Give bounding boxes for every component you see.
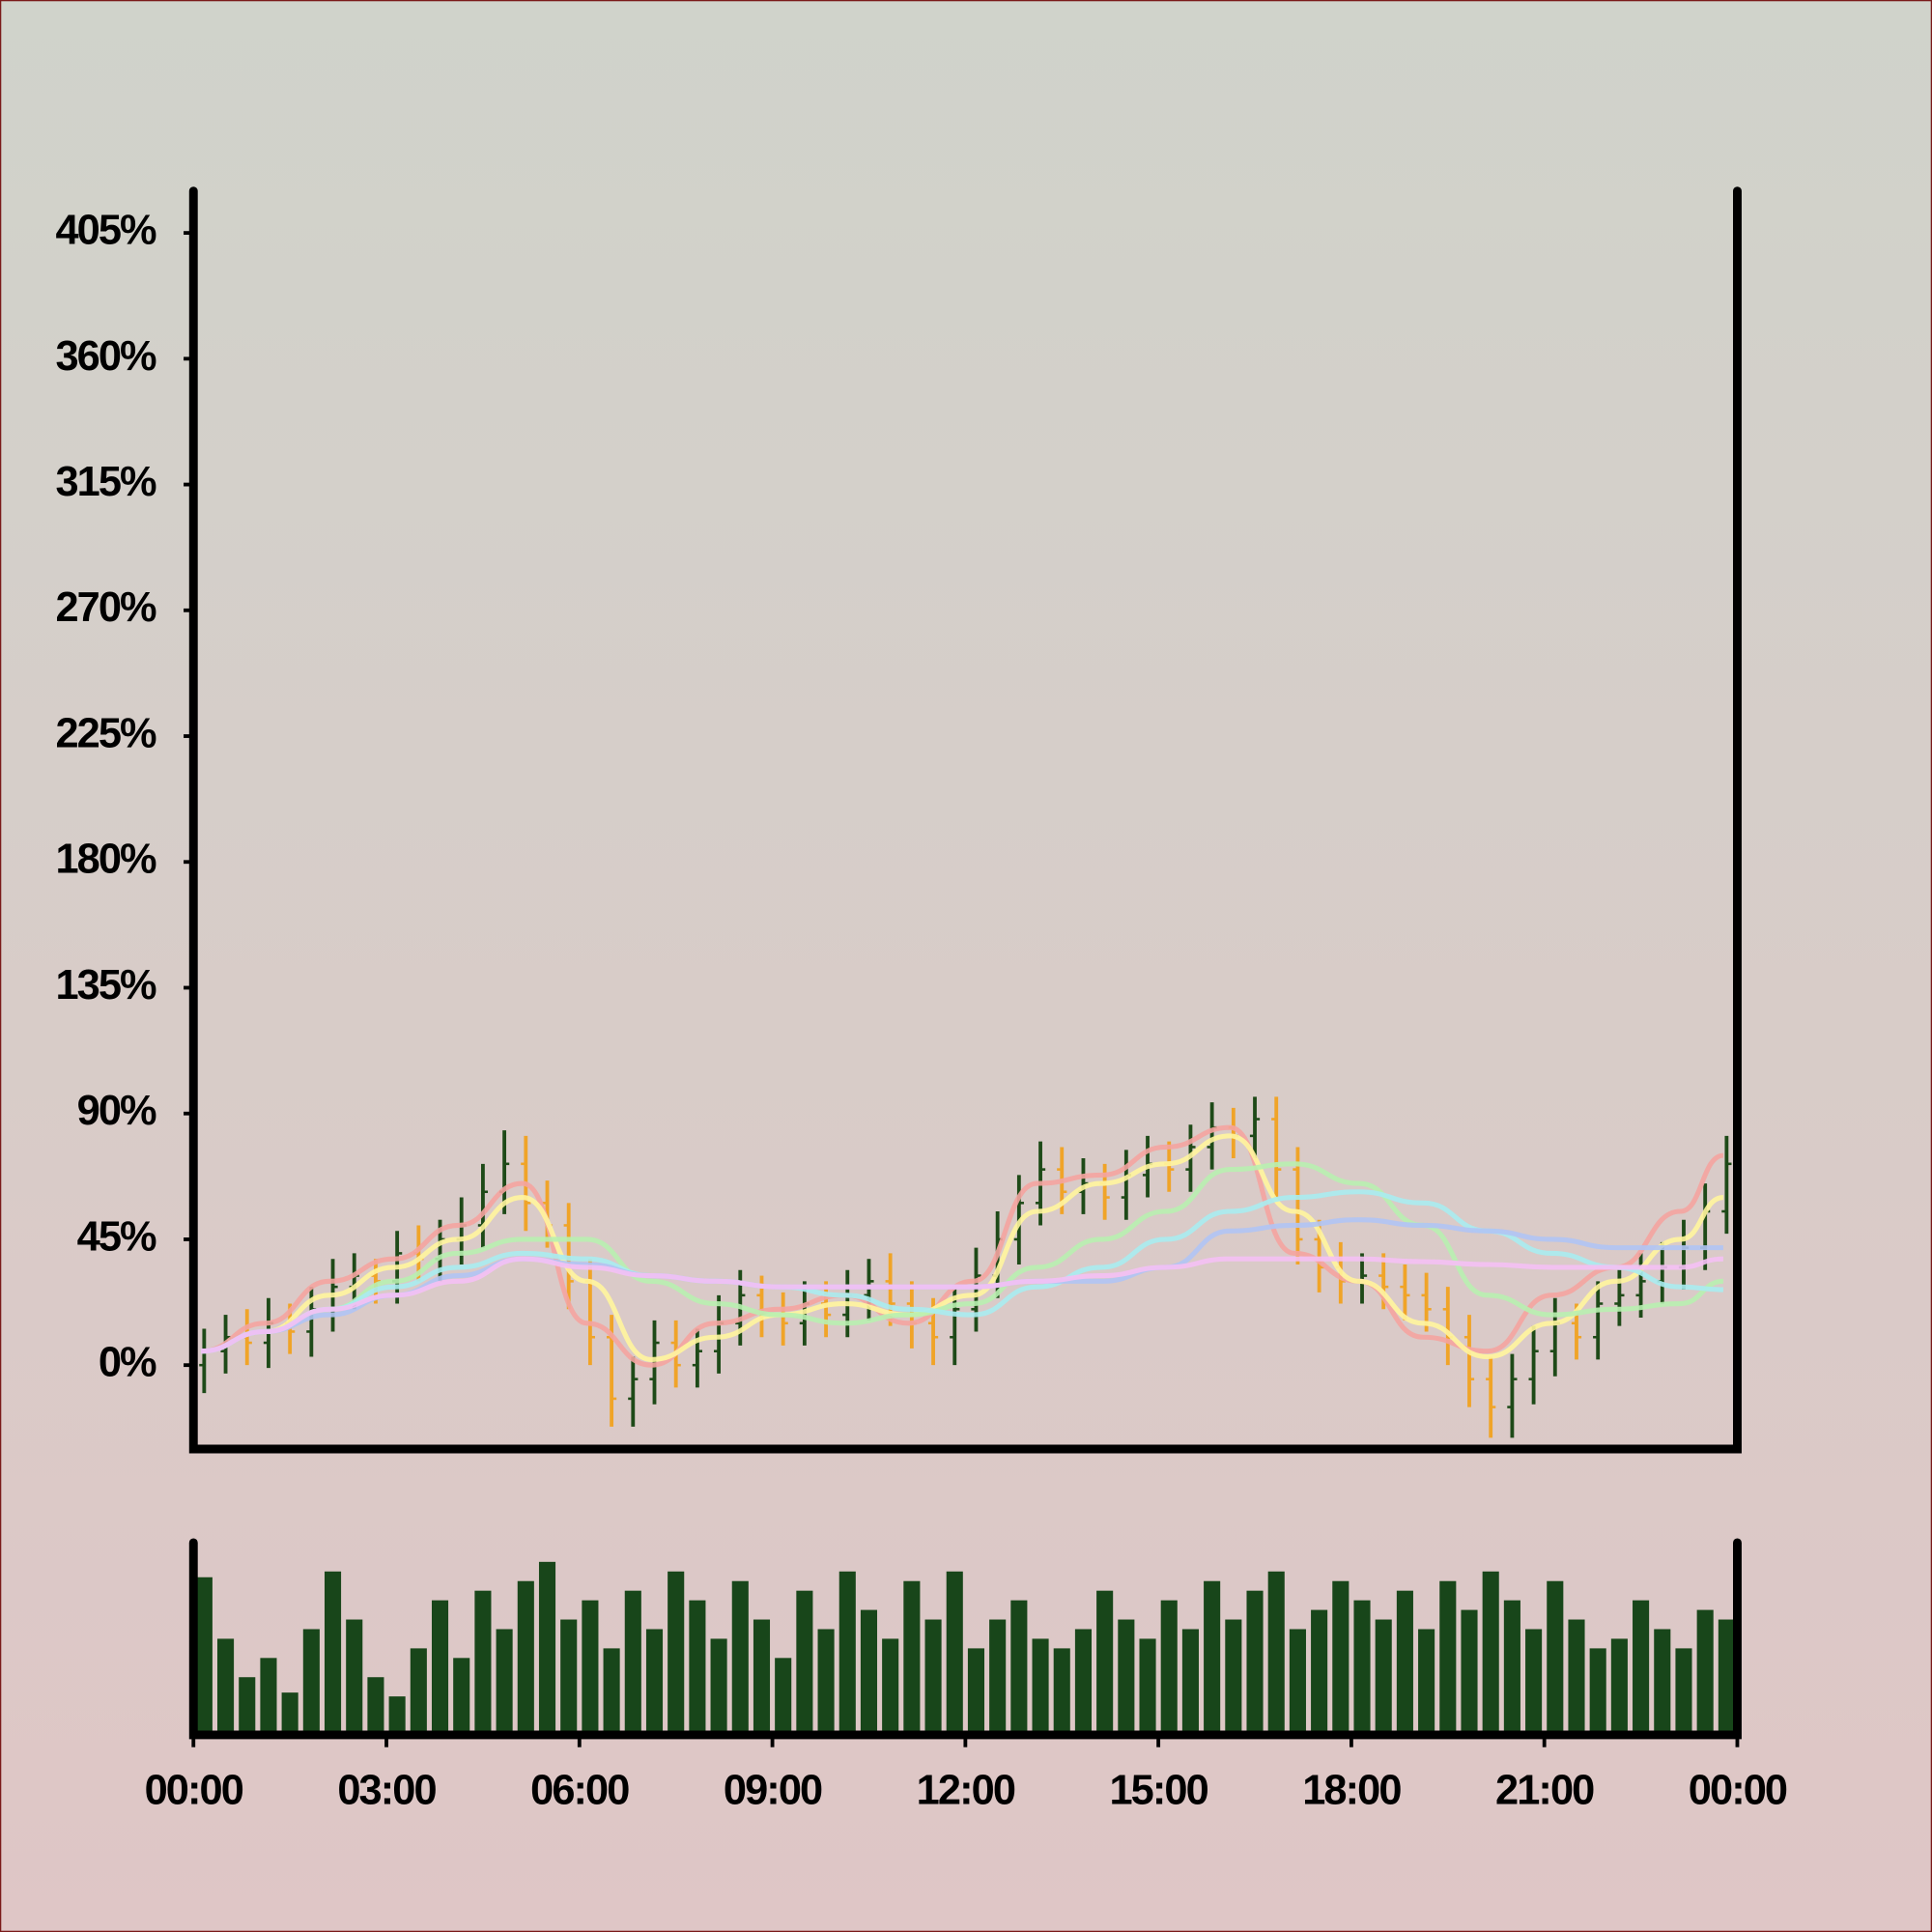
volume-bar (410, 1648, 427, 1735)
y-tick-label: 135% (55, 962, 156, 1009)
y-tick-label: 225% (55, 710, 156, 756)
axis-frame (188, 186, 1742, 1454)
moving-average-line (200, 1256, 1723, 1354)
y-tick-label: 45% (77, 1213, 156, 1260)
volume-bar (1160, 1600, 1178, 1735)
volume-bar (1675, 1648, 1692, 1735)
volume-bar (217, 1638, 235, 1735)
volume-bar (1439, 1580, 1457, 1735)
volume-bar (324, 1571, 342, 1735)
y-tick-label: 90% (77, 1088, 156, 1134)
volume-bar (1696, 1609, 1714, 1735)
x-tick-label: 00:00 (145, 1767, 243, 1813)
volume-bar (645, 1629, 664, 1735)
volume-bar (1139, 1638, 1156, 1735)
volume-bar (1096, 1590, 1114, 1735)
volume-bar (1332, 1580, 1350, 1735)
volume-bar (710, 1638, 727, 1735)
volume-bar (1503, 1600, 1520, 1735)
volume-bar (946, 1571, 963, 1735)
volume-bar (924, 1619, 942, 1735)
volume-bar (903, 1580, 921, 1735)
volume-bar (496, 1629, 513, 1735)
volume-bar (1225, 1619, 1242, 1735)
volume-bar (731, 1580, 749, 1735)
volume-bar (281, 1692, 298, 1735)
axis-frame (188, 1538, 1742, 1740)
volume-bar (775, 1658, 792, 1735)
y-tick-label: 0% (99, 1340, 156, 1386)
x-tick-label: 15:00 (1109, 1767, 1208, 1813)
volume-bar (1547, 1580, 1564, 1735)
x-tick-label: 03:00 (337, 1767, 436, 1813)
volume-bar (517, 1580, 534, 1735)
volume-bar (1204, 1580, 1221, 1735)
volume-bar (603, 1648, 620, 1735)
volume-bar (796, 1590, 813, 1735)
volume-bar (1654, 1629, 1671, 1735)
x-tick-label: 09:00 (724, 1767, 822, 1813)
volume-bar (1525, 1629, 1543, 1735)
volume-bar (1311, 1609, 1328, 1735)
volume-bar (346, 1619, 363, 1735)
volume-bar (367, 1677, 384, 1735)
x-tick-label: 06:00 (530, 1767, 629, 1813)
volume-bar (967, 1648, 985, 1735)
volume-bar (1074, 1629, 1092, 1735)
volume-bar (1461, 1609, 1478, 1735)
moving-average-line (200, 1124, 1724, 1368)
volume-bar (474, 1590, 492, 1735)
volume-bar (1246, 1590, 1264, 1735)
volume-bar (1267, 1571, 1285, 1735)
y-tick-label: 360% (55, 333, 156, 380)
volume-bar (689, 1600, 706, 1735)
volume-bar (1610, 1638, 1628, 1735)
volume-bar (582, 1600, 599, 1735)
volume-bar (195, 1577, 213, 1735)
volume-bar (302, 1629, 320, 1735)
volume-bar (1118, 1619, 1135, 1735)
y-tick-label: 180% (55, 837, 156, 883)
volume-bar (1375, 1619, 1392, 1735)
volume-bar (453, 1658, 470, 1735)
moving-average-line (200, 1161, 1724, 1354)
volume-bar (882, 1638, 899, 1735)
volume-bar (624, 1590, 641, 1735)
y-tick-label: 315% (55, 459, 156, 505)
volume-bar (1418, 1629, 1435, 1735)
y-tick-label: 270% (55, 584, 156, 631)
x-tick-label: 12:00 (917, 1767, 1015, 1813)
volume-bar (1718, 1619, 1735, 1735)
volume-bar (260, 1658, 277, 1735)
volume-bar (1633, 1600, 1650, 1735)
volume-bar (838, 1571, 856, 1735)
volume-bar (1181, 1629, 1199, 1735)
volume-bar (1482, 1571, 1499, 1735)
volume-bar (860, 1609, 878, 1735)
volume-bar (1353, 1600, 1371, 1735)
volume-bar (538, 1561, 556, 1735)
y-tick-label: 405% (55, 208, 156, 254)
x-tick-label: 00:00 (1689, 1767, 1787, 1813)
volume-bar (239, 1677, 256, 1735)
plot-layer: 0% 45% 90% 135% 180% 225% 270% 315% 360% 405% 00:0… (55, 186, 1789, 1813)
volume-bar (1396, 1590, 1413, 1735)
volume-bar (1589, 1648, 1606, 1735)
volume-bar (1289, 1629, 1306, 1735)
volume-bar (1053, 1648, 1070, 1735)
volume-bar (431, 1600, 449, 1735)
volume-bar (388, 1696, 406, 1735)
volume-bar (989, 1619, 1007, 1735)
volume-bar (1032, 1638, 1049, 1735)
volume-bar (1568, 1619, 1585, 1735)
x-tick-label: 21:00 (1495, 1767, 1594, 1813)
volume-bar (753, 1619, 771, 1735)
volume-bar (1010, 1600, 1028, 1735)
volume-bar (560, 1619, 578, 1735)
x-tick-label: 18:00 (1302, 1767, 1401, 1813)
volume-bar (668, 1571, 685, 1735)
volume-bar (817, 1629, 835, 1735)
